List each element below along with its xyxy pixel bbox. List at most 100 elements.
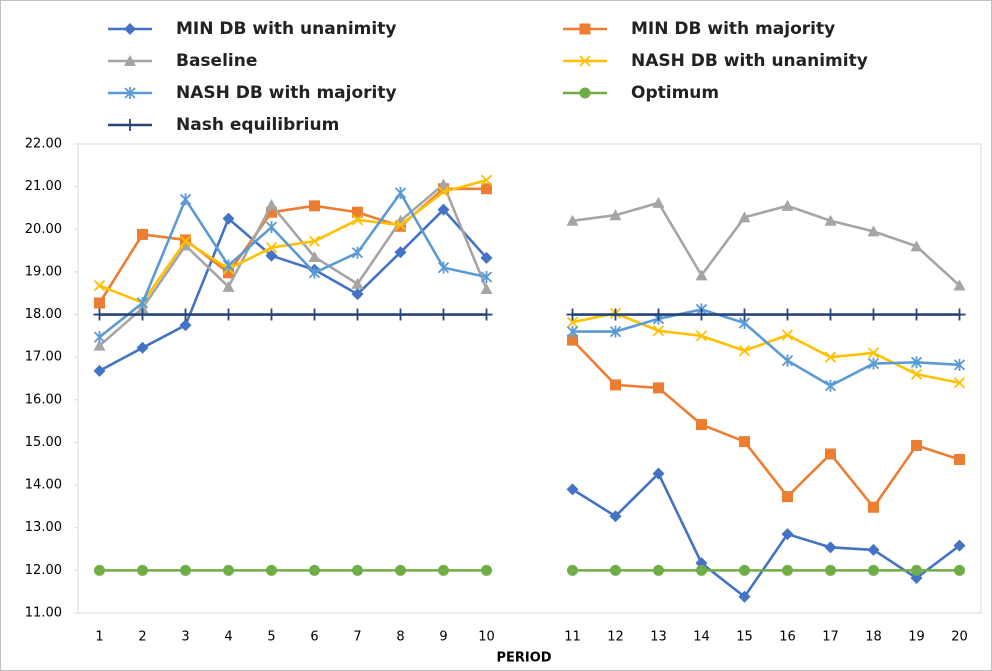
marker [609, 325, 622, 338]
marker [653, 564, 664, 576]
y-tick-label: 19.00 [25, 264, 62, 279]
y-tick-label: 12.00 [25, 563, 62, 578]
marker-shape [266, 564, 277, 576]
x-tick-label: 20 [951, 630, 968, 645]
marker [695, 330, 708, 342]
marker-shape [265, 249, 278, 262]
marker-shape [867, 357, 880, 370]
marker [351, 277, 364, 289]
marker-shape [352, 206, 363, 218]
marker [738, 590, 751, 603]
marker-shape [395, 564, 406, 576]
marker-shape [824, 214, 837, 226]
marker-shape [480, 251, 493, 264]
marker [910, 356, 923, 369]
marker-shape [437, 261, 450, 274]
marker-shape [179, 193, 192, 206]
marker-shape [480, 282, 493, 294]
marker [93, 308, 106, 321]
marker-shape [481, 183, 492, 195]
marker [781, 308, 794, 321]
marker-shape [911, 564, 922, 576]
marker [579, 55, 591, 67]
marker-shape [953, 308, 966, 321]
marker [437, 178, 450, 190]
marker [351, 288, 364, 301]
marker [566, 483, 579, 496]
marker [953, 308, 966, 321]
marker [867, 357, 880, 370]
marker-shape [93, 339, 106, 351]
marker [223, 564, 234, 576]
marker [609, 209, 622, 221]
marker [136, 308, 149, 321]
marker-shape [93, 308, 106, 321]
marker-shape [136, 341, 149, 354]
marker [566, 214, 579, 226]
marker-shape [93, 364, 106, 377]
legend-label: NASH DB with unanimity [631, 51, 868, 71]
marker [351, 308, 364, 321]
marker-shape [652, 467, 665, 480]
marker-shape [954, 454, 965, 466]
x-tick-label: 3 [181, 630, 189, 645]
marker-shape [222, 280, 235, 292]
marker [180, 564, 191, 576]
marker [437, 308, 450, 321]
marker-shape [266, 206, 277, 218]
marker-shape [610, 379, 621, 391]
marker-shape [222, 212, 235, 225]
marker [954, 564, 965, 576]
y-tick-label: 18.00 [25, 307, 62, 322]
marker [480, 308, 493, 321]
x-tick-label: 16 [779, 630, 796, 645]
marker [124, 55, 136, 66]
marker [394, 246, 407, 259]
marker [696, 564, 707, 576]
marker [579, 87, 591, 99]
marker [124, 23, 136, 35]
marker-shape [738, 590, 751, 603]
marker [394, 308, 407, 321]
marker [567, 564, 578, 576]
marker-shape [867, 347, 880, 359]
marker-shape [265, 221, 278, 234]
x-tick-label: 2 [138, 630, 146, 645]
marker [222, 280, 235, 292]
marker-shape [124, 55, 136, 66]
marker-shape [825, 564, 836, 576]
x-tick-label: 5 [267, 630, 275, 645]
y-tick-label: 17.00 [25, 350, 62, 365]
marker [781, 199, 794, 211]
marker-shape [824, 379, 837, 392]
marker-shape [781, 308, 794, 321]
x-tick-label: 14 [693, 630, 710, 645]
plot-frame [77, 143, 982, 614]
marker [480, 271, 493, 284]
marker [652, 196, 665, 208]
marker [867, 308, 880, 321]
marker-shape [782, 564, 793, 576]
marker-shape [653, 564, 664, 576]
marker [351, 214, 364, 226]
marker-shape [481, 564, 492, 576]
marker-shape [351, 277, 364, 289]
marker-shape [180, 564, 191, 576]
marker [953, 279, 966, 291]
marker [781, 354, 794, 367]
marker-shape [953, 358, 966, 371]
marker-shape [309, 564, 320, 576]
marker-shape [781, 199, 794, 211]
marker-shape [695, 269, 708, 281]
marker [309, 564, 320, 576]
y-tick-label: 14.00 [25, 478, 62, 493]
marker [782, 491, 793, 503]
marker [352, 206, 363, 218]
marker [739, 436, 750, 448]
x-tick-label: 15 [736, 630, 753, 645]
marker-shape [911, 439, 922, 451]
marker [782, 564, 793, 576]
marker-shape [739, 564, 750, 576]
y-tick-label: 15.00 [25, 435, 62, 450]
marker-shape [609, 510, 622, 523]
